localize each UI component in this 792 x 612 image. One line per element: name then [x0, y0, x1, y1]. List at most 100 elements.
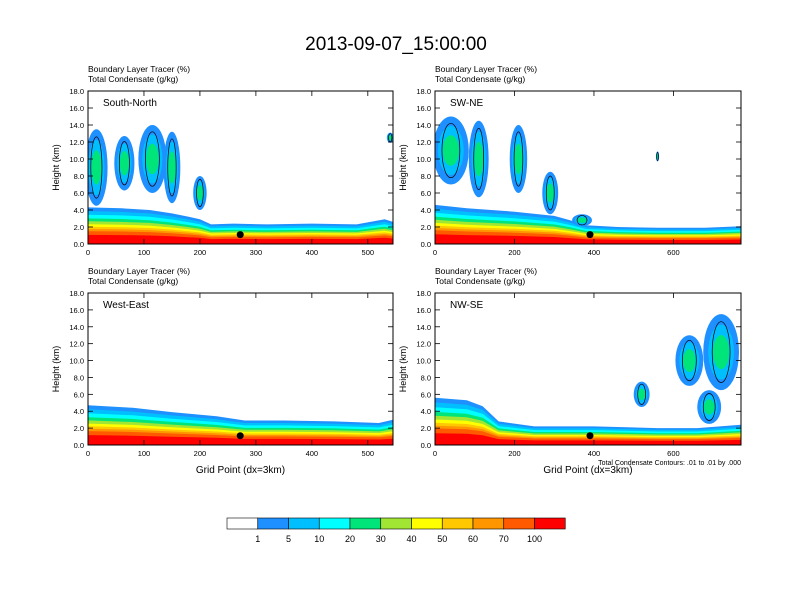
- condensate-contour: [118, 141, 130, 186]
- colorbar-label: 100: [527, 534, 542, 544]
- tracer-cell-core: [474, 141, 484, 177]
- tracer-cell-core: [656, 154, 659, 159]
- x-tick-label: 400: [306, 248, 319, 257]
- panel-label: South-North: [103, 98, 157, 109]
- y-tick-label: 16.0: [69, 306, 84, 315]
- condensate-contour: [196, 179, 204, 207]
- y-tick-label: 14.0: [416, 121, 431, 130]
- colorbar-swatch: [288, 517, 320, 530]
- colorbar-swatch: [318, 517, 351, 530]
- panel-2: 0.0 2.0 4.0 6.0 8.0 10.0 12.0 14.0 16.0 18.0 0 200 4…: [398, 64, 742, 257]
- colorbar-swatch: [441, 517, 474, 530]
- condensate-contour: [637, 383, 646, 405]
- colorbar-swatch: [534, 517, 566, 530]
- colorbar-label: 30: [376, 534, 386, 544]
- y-tick-label: 18.0: [416, 87, 431, 96]
- tracer-cell-core: [196, 185, 203, 201]
- plot-frame: [87, 292, 394, 446]
- x-tick-label: 500: [362, 449, 375, 458]
- condensate-contour: [656, 152, 659, 161]
- condensate-contour: [90, 136, 103, 199]
- x-tick-label: 200: [194, 248, 207, 257]
- panels-group: 0.0 2.0 4.0 6.0 8.0 10.0 12.0 14.0 16.0 18.0 0 100 2…: [51, 64, 742, 476]
- y-tick-label: 4.0: [74, 206, 84, 215]
- y-tick-label: 6.0: [74, 390, 84, 399]
- y-tick-label: 10.0: [416, 357, 431, 366]
- tracer-cell-core: [577, 217, 587, 223]
- colorbar-swatch: [472, 517, 505, 530]
- y-tick-label: 2.0: [421, 223, 431, 232]
- plot-frame: [87, 90, 394, 245]
- y-tick-label: 16.0: [416, 104, 431, 113]
- x-tick-label: 200: [508, 248, 521, 257]
- colorbar-label: 50: [437, 534, 447, 544]
- condensate-contour: [576, 215, 588, 226]
- y-tick-label: 12.0: [416, 340, 431, 349]
- location-dot: [586, 432, 594, 440]
- y-tick-label: 4.0: [74, 407, 84, 416]
- colorbar-swatch: [411, 517, 443, 530]
- condensate-contour: [545, 175, 555, 211]
- y-tick-label: 2.0: [421, 424, 431, 433]
- x-axis-label: Grid Point (dx=3km): [196, 465, 285, 476]
- y-tick-label: 16.0: [69, 104, 84, 113]
- y-tick-label: 12.0: [69, 340, 84, 349]
- heatmap-field: [435, 91, 741, 244]
- tracer-band-100: [435, 234, 741, 244]
- tracer-cell-core: [514, 143, 523, 175]
- x-tick-label: 100: [138, 449, 151, 458]
- condensate-contour: [513, 131, 524, 187]
- panel-3: 0.0 2.0 4.0 6.0 8.0 10.0 12.0 14.0 16.0 18.0 0 100 2…: [51, 266, 394, 476]
- x-tick-label: 0: [433, 449, 437, 458]
- y-tick-label: 18.0: [416, 289, 431, 298]
- panel-1: 0.0 2.0 4.0 6.0 8.0 10.0 12.0 14.0 16.0 18.0 0 100 2…: [51, 64, 394, 257]
- condensate-contour: [145, 131, 160, 187]
- field-label-tracer: Boundary Layer Tracer (%): [435, 266, 537, 276]
- heatmap-field: [88, 293, 393, 445]
- tracer-cell-core: [146, 143, 159, 175]
- tracer-band-100: [88, 435, 393, 445]
- y-tick-label: 8.0: [421, 373, 431, 382]
- field-label-condensate: Total Condensate (g/kg): [435, 276, 525, 286]
- y-tick-label: 6.0: [421, 189, 431, 198]
- colorbar-label: 20: [345, 534, 355, 544]
- colorbar-swatch: [226, 517, 259, 530]
- x-tick-label: 300: [250, 449, 263, 458]
- y-tick-label: 2.0: [74, 424, 84, 433]
- y-tick-label: 10.0: [416, 155, 431, 164]
- panel-label: West-East: [103, 300, 149, 311]
- x-tick-label: 600: [667, 449, 680, 458]
- y-tick-label: 12.0: [69, 138, 84, 147]
- tracer-cell-core: [703, 399, 715, 415]
- x-tick-label: 300: [250, 248, 263, 257]
- condensate-contour: [167, 138, 177, 197]
- tracer-cell-core: [388, 135, 392, 141]
- x-tick-label: 0: [433, 248, 437, 257]
- y-tick-label: 18.0: [69, 289, 84, 298]
- x-tick-label: 400: [588, 248, 601, 257]
- x-tick-label: 200: [508, 449, 521, 458]
- colorbar-swatch: [503, 517, 535, 530]
- y-tick-label: 14.0: [416, 323, 431, 332]
- colorbar: 1 5 10 20 30 40 50 60 70 100: [226, 517, 566, 544]
- y-tick-label: 4.0: [421, 407, 431, 416]
- tracer-cell-core: [91, 150, 102, 185]
- colorbar-label: 5: [286, 534, 291, 544]
- y-axis-label: Height (km): [398, 346, 408, 393]
- condensate-contour: [441, 122, 461, 179]
- figure-title: 2013-09-07_15:00:00: [305, 34, 487, 55]
- x-tick-label: 0: [86, 449, 90, 458]
- tracer-cell-core: [683, 349, 696, 372]
- tracer-band-100: [88, 234, 393, 244]
- field-label-condensate: Total Condensate (g/kg): [88, 74, 178, 84]
- x-tick-label: 200: [194, 449, 207, 458]
- tracer-cell-core: [168, 151, 176, 184]
- x-axis-label: Grid Point (dx=3km): [543, 465, 632, 476]
- y-tick-label: 2.0: [74, 223, 84, 232]
- x-tick-label: 600: [667, 248, 680, 257]
- colorbar-swatch: [257, 517, 289, 530]
- panel-4: 0.0 2.0 4.0 6.0 8.0 10.0 12.0 14.0 16.0 18.0 0 200 4…: [398, 266, 742, 476]
- condensate-contour: [702, 393, 716, 421]
- y-tick-label: 14.0: [69, 121, 84, 130]
